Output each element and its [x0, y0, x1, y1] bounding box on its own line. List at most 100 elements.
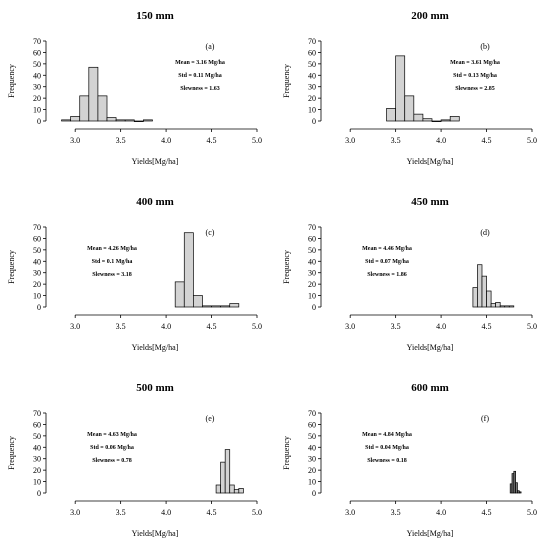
panel-title: 600 mm: [411, 382, 449, 394]
stats-line: Slewness = 1.63: [180, 86, 220, 92]
histogram-bar: [220, 305, 231, 308]
histogram-bar: [422, 118, 433, 122]
panel-label: (d): [480, 228, 490, 237]
stats-line: Std = 0.13 Mg/ha: [453, 73, 497, 79]
histogram-panel-3: 400 mm 0 10 20 30 40 50 60 70 Frequency 3.0 3.5 4.0 4…: [7, 196, 262, 352]
y-tick-label: 20: [308, 466, 316, 475]
x-tick-label: 3.0: [70, 322, 80, 331]
panel-label: (a): [206, 42, 215, 51]
x-tick-label: 3.5: [391, 136, 401, 145]
y-tick-label: 10: [33, 292, 41, 301]
y-axis-label: Frequency: [282, 250, 291, 284]
y-tick-label: 20: [308, 94, 316, 103]
histogram-bar: [220, 461, 226, 494]
x-tick-label: 4.5: [482, 508, 492, 517]
y-tick-label: 30: [308, 269, 316, 278]
y-tick-label: 50: [33, 432, 41, 441]
y-tick-label: 10: [33, 106, 41, 115]
histogram-bar: [481, 275, 487, 308]
y-tick-label: 10: [308, 106, 316, 115]
panel-label: (c): [206, 228, 215, 237]
histogram-bar: [211, 305, 221, 308]
x-axis-label: Yields[Mg/ha]: [407, 157, 454, 166]
y-tick-label: 0: [312, 489, 316, 498]
histogram-bar: [449, 116, 460, 122]
y-tick-label: 30: [33, 269, 41, 278]
x-axis-label: Yields[Mg/ha]: [407, 529, 454, 538]
histogram-bar: [495, 302, 501, 308]
stats-line: Slewness = 2.85: [455, 86, 495, 92]
histogram-bar: [431, 120, 442, 122]
y-tick-label: 40: [308, 71, 316, 80]
y-tick-label: 70: [308, 223, 316, 232]
stats-line: Mean = 4.26 Mg/ha: [87, 246, 137, 252]
histogram-bar: [386, 108, 396, 122]
x-tick-label: 3.5: [116, 322, 126, 331]
y-axis-label: Frequency: [282, 64, 291, 98]
y-tick-label: 20: [33, 94, 41, 103]
x-tick-label: 4.5: [207, 508, 217, 517]
histogram-panel-2: 200 mm 0 10 20 30 40 50 60 70 Frequency 3.0 3.5 4.0 4…: [282, 10, 537, 166]
stats-line: Mean = 4.46 Mg/ha: [362, 246, 412, 252]
y-tick-label: 40: [33, 71, 41, 80]
x-tick-label: 5.0: [527, 322, 537, 331]
x-tick-label: 4.0: [436, 136, 446, 145]
histogram-bar: [183, 232, 194, 308]
histogram-bar: [472, 287, 478, 308]
x-tick-label: 5.0: [527, 136, 537, 145]
stats-line: Std = 0.07 Mg/ha: [365, 259, 409, 265]
y-axis-label: Frequency: [7, 250, 16, 284]
x-tick-label: 3.0: [70, 508, 80, 517]
x-tick-label: 4.0: [161, 322, 171, 331]
y-tick-label: 10: [33, 478, 41, 487]
y-tick-label: 10: [308, 292, 316, 301]
x-tick-label: 3.5: [116, 136, 126, 145]
y-tick-label: 70: [308, 409, 316, 418]
histogram-panel-5: 500 mm 0 10 20 30 40 50 60 70 Frequency 3.0 3.5 4.0 4…: [7, 382, 262, 538]
x-axis-label: Yields[Mg/ha]: [132, 529, 179, 538]
x-tick-label: 4.0: [161, 136, 171, 145]
y-axis-label: Frequency: [282, 436, 291, 470]
y-tick-label: 60: [33, 234, 41, 243]
y-tick-label: 60: [308, 48, 316, 57]
histogram-bar: [508, 305, 515, 308]
histogram-bar: [70, 116, 81, 122]
histogram-bar: [124, 119, 135, 122]
x-axis-label: Yields[Mg/ha]: [132, 343, 179, 352]
x-tick-label: 4.0: [161, 508, 171, 517]
x-axis-label: Yields[Mg/ha]: [132, 157, 179, 166]
histogram-bar: [486, 290, 492, 308]
histogram-bar: [404, 95, 415, 122]
y-tick-label: 40: [33, 443, 41, 452]
histogram-bar: [504, 305, 510, 308]
y-tick-label: 50: [308, 246, 316, 255]
stats-line: Std = 0.06 Mg/ha: [90, 445, 134, 451]
histogram-bar: [477, 264, 483, 308]
y-tick-label: 20: [33, 280, 41, 289]
stats-line: Slewness = 1.86: [367, 272, 407, 278]
histogram-bar: [143, 119, 153, 122]
y-tick-label: 70: [33, 223, 41, 232]
x-tick-label: 5.0: [252, 136, 262, 145]
y-axis-label: Frequency: [7, 64, 16, 98]
histogram-bar: [193, 295, 203, 308]
y-tick-label: 0: [312, 117, 316, 126]
histogram-panel-6: 600 mm 0 10 20 30 40 50 60 70 Frequency 3.0 3.5 4.0 4…: [282, 382, 537, 538]
histogram-bar: [224, 449, 231, 494]
y-tick-label: 10: [308, 478, 316, 487]
x-axis-label: Yields[Mg/ha]: [407, 343, 454, 352]
panel-title: 500 mm: [136, 382, 174, 394]
stats-line: Std = 0.1 Mg/ha: [92, 259, 133, 265]
y-tick-label: 40: [33, 257, 41, 266]
histogram-bar: [215, 484, 221, 494]
y-tick-label: 50: [33, 246, 41, 255]
histogram-bar: [440, 119, 451, 122]
panel-label: (e): [206, 414, 215, 423]
histogram-bar: [238, 488, 244, 494]
x-tick-label: 3.0: [345, 508, 355, 517]
panel-title: 450 mm: [411, 196, 449, 208]
histogram-bar: [88, 66, 99, 122]
histogram-bar: [133, 120, 144, 122]
y-tick-label: 60: [308, 234, 316, 243]
